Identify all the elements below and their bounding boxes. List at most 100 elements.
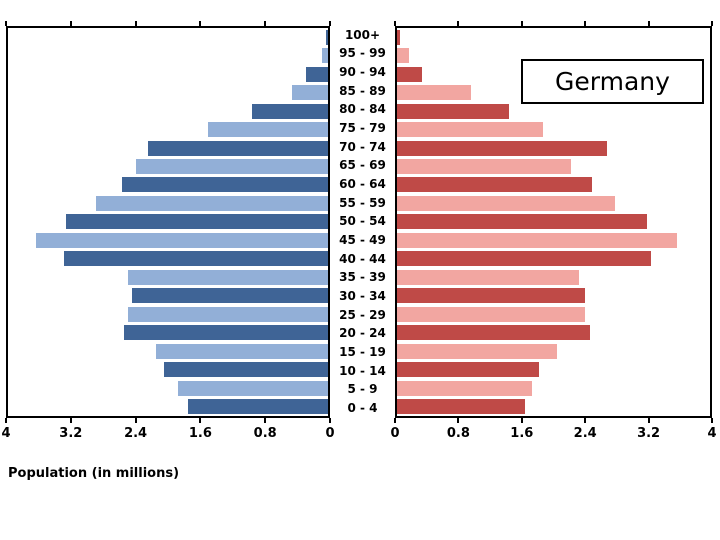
tick-mark (520, 21, 523, 26)
bar-row (8, 288, 328, 304)
bar-row (397, 288, 710, 304)
age-label: 0 - 4 (347, 400, 378, 415)
right-bar-100+ (397, 29, 401, 45)
tick-mark (329, 21, 331, 26)
right-bar-60-64 (397, 177, 592, 193)
right-bar-55-59 (397, 195, 615, 211)
age-label: 70 - 74 (339, 139, 386, 154)
age-label: 40 - 44 (339, 251, 386, 266)
left-bar-0-4 (188, 399, 328, 415)
left-bars-container (8, 28, 328, 416)
bar-row (8, 362, 328, 378)
left-bar-5-9 (178, 380, 328, 396)
right-bar-25-29 (397, 306, 585, 322)
tick-mark (457, 418, 460, 423)
left-bar-100+ (326, 29, 328, 45)
left-x-axis: 4 3.2 2.4 1.6 0.8 0 (1, 418, 335, 444)
right-bar-0-4 (397, 399, 525, 415)
right-bar-90-94 (397, 66, 423, 82)
bar-row (8, 177, 328, 193)
right-bar-5-9 (397, 380, 533, 396)
tick-mark (457, 21, 460, 26)
age-label: 65 - 69 (339, 158, 386, 173)
tick-mark (199, 418, 202, 423)
bar-row (397, 269, 710, 285)
bar-row (397, 103, 710, 119)
bar-row (397, 232, 710, 248)
right-bar-80-84 (397, 103, 509, 119)
bar-row (397, 306, 710, 322)
bar-row (8, 103, 328, 119)
tick-mark (199, 21, 202, 26)
age-label: 15 - 19 (339, 344, 386, 359)
tick-mark (134, 418, 137, 423)
age-label: 85 - 89 (339, 83, 386, 98)
right-bar-35-39 (397, 269, 579, 285)
bar-row (8, 214, 328, 230)
tick-label: 2.4 (573, 426, 597, 441)
left-bar-95-99 (321, 48, 328, 64)
bar-row (8, 306, 328, 322)
country-label-box: Germany (521, 59, 704, 104)
bar-row (397, 343, 710, 359)
right-x-axis: 0 0.8 1.6 2.4 3.2 4 (390, 418, 717, 444)
tick-label: 0.8 (253, 426, 277, 441)
bar-row (8, 122, 328, 138)
age-label: 95 - 99 (339, 46, 386, 61)
left-pyramid-panel (6, 26, 330, 418)
tick-mark (264, 418, 267, 423)
bar-row (8, 380, 328, 396)
right-bar-95-99 (397, 48, 409, 64)
right-bar-70-74 (397, 140, 607, 156)
age-label: 5 - 9 (347, 382, 378, 397)
tick-mark (711, 21, 713, 26)
left-bar-75-79 (208, 122, 328, 138)
age-label: 35 - 39 (339, 270, 386, 285)
age-label: 75 - 79 (339, 121, 386, 136)
left-bar-60-64 (121, 177, 328, 193)
tick-label: 4 (1, 426, 11, 441)
bar-row (397, 66, 710, 82)
tick-mark (584, 418, 587, 423)
right-bar-20-24 (397, 325, 591, 341)
left-bar-25-29 (128, 306, 328, 322)
right-bar-85-89 (397, 85, 472, 101)
bar-row (8, 48, 328, 64)
bar-row (397, 251, 710, 267)
bar-row (397, 159, 710, 175)
tick-label: 1.6 (510, 426, 534, 441)
age-label: 55 - 59 (339, 195, 386, 210)
right-axis-top-ticks (394, 20, 713, 26)
bar-row (397, 380, 710, 396)
country-label: Germany (555, 67, 670, 96)
left-bar-35-39 (128, 269, 328, 285)
bar-row (8, 195, 328, 211)
left-bar-10-14 (164, 362, 328, 378)
left-bar-45-49 (36, 232, 328, 248)
tick-mark (584, 21, 587, 26)
x-axis-title: Population (in millions) (8, 466, 180, 481)
tick-mark (329, 418, 331, 423)
bar-row (8, 399, 328, 415)
bar-row (397, 325, 710, 341)
left-bar-70-74 (148, 140, 328, 156)
right-bar-15-19 (397, 343, 557, 359)
age-label: 90 - 94 (339, 65, 386, 80)
bar-row (397, 177, 710, 193)
bar-row (397, 85, 710, 101)
left-bar-85-89 (292, 85, 328, 101)
tick-label: 1.6 (188, 426, 212, 441)
tick-mark (711, 418, 713, 423)
bar-row (397, 48, 710, 64)
left-bar-90-94 (305, 66, 328, 82)
bar-row (397, 29, 710, 45)
tick-label: 0.8 (446, 426, 470, 441)
age-label: 80 - 84 (339, 102, 386, 117)
bar-row (397, 140, 710, 156)
tick-mark (647, 418, 650, 423)
left-bar-55-59 (96, 195, 328, 211)
tick-mark (69, 21, 72, 26)
age-label: 100+ (344, 27, 381, 42)
age-label: 50 - 54 (339, 214, 386, 229)
age-group-labels: 100+ 95 - 99 90 - 94 85 - 89 80 - 84 75 - 79 7… (330, 26, 395, 418)
